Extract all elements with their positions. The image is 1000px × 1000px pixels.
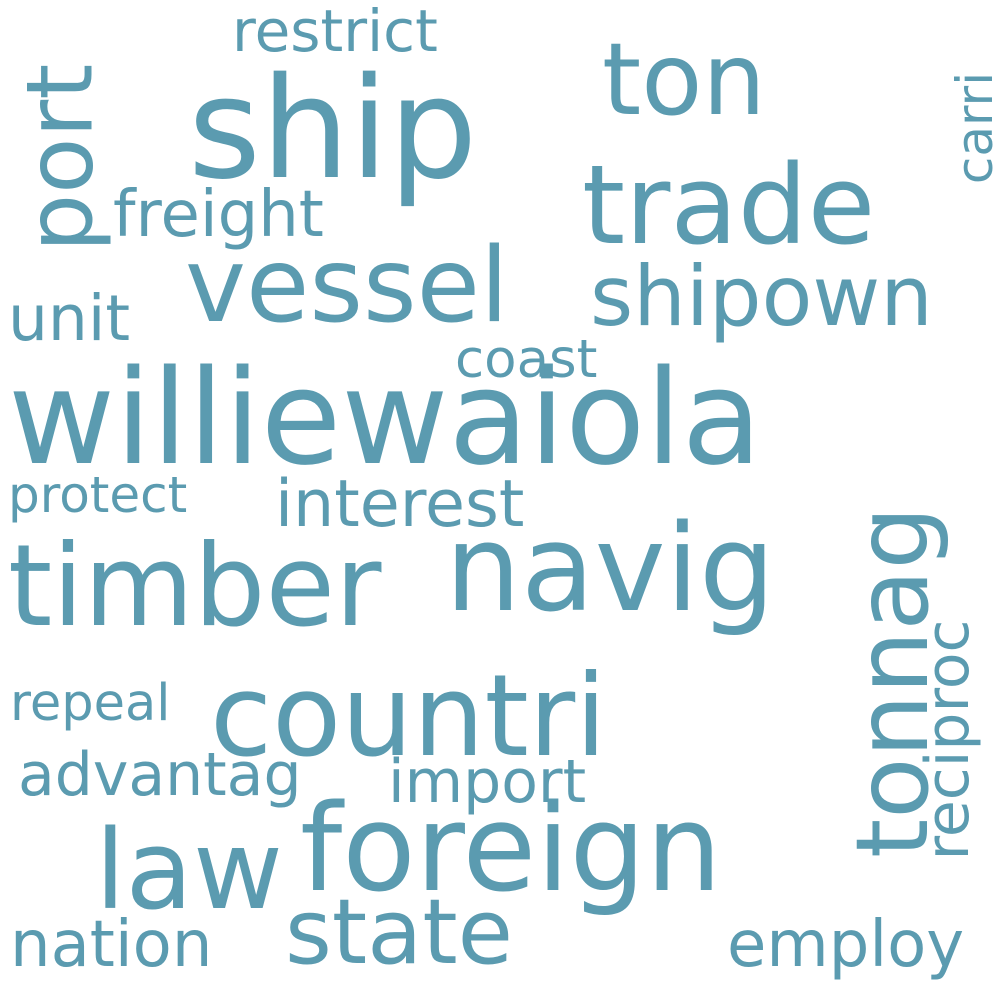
word-protect: protect	[8, 466, 188, 524]
word-employ: employ	[727, 908, 965, 982]
word-nation: nation	[10, 908, 213, 982]
word-timber: timber	[8, 520, 382, 652]
word-ship: ship	[188, 48, 478, 211]
word-trade: trade	[582, 141, 876, 269]
word-vessel: vessel	[185, 226, 509, 346]
word-freight: freight	[113, 178, 324, 252]
word-navig: navig	[445, 500, 776, 639]
word-interest: interest	[275, 467, 525, 542]
word-restrict: restrict	[232, 0, 438, 65]
word-repeal: repeal	[10, 674, 171, 733]
word-foreign: foreign	[300, 780, 722, 919]
word-carri: carri	[946, 71, 1000, 185]
word-unit: unit	[8, 282, 131, 355]
word-ton: ton	[602, 21, 766, 138]
word-williewaiola: williewaiola	[8, 341, 762, 494]
word-law: law	[95, 806, 283, 934]
word-import: import	[388, 747, 587, 817]
word-coast: coast	[455, 329, 598, 390]
word-countri: countri	[210, 650, 607, 782]
word-shipown: shipown	[590, 248, 933, 345]
word-reciproc: reciproc	[913, 619, 983, 861]
word-state: state	[285, 880, 513, 985]
word-advantag: advantag	[18, 740, 302, 810]
word-port: port	[6, 63, 114, 253]
